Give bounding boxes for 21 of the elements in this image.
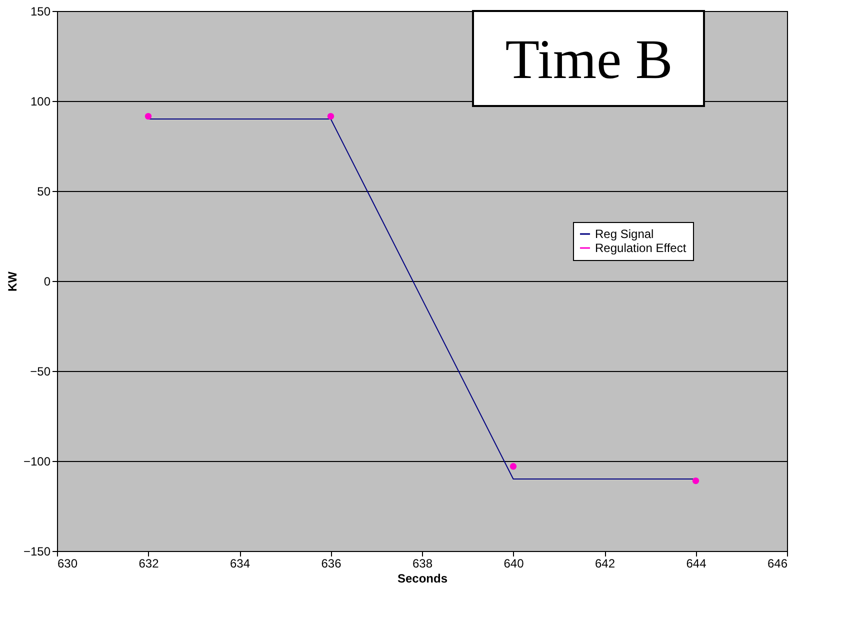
x-tick-label: 638 <box>412 556 433 570</box>
y-tick-label: −150 <box>23 544 51 558</box>
y-axis-title: KW <box>5 270 20 292</box>
x-tick-label: 644 <box>686 556 707 570</box>
x-tick-label: 642 <box>594 556 616 570</box>
x-tick-label: 646 <box>767 556 788 570</box>
x-tick-label: 636 <box>321 556 342 570</box>
y-tick-label: −50 <box>30 364 51 378</box>
y-tick-label: 50 <box>37 184 51 198</box>
y-tick-label: 150 <box>30 4 51 18</box>
annotation: Time B <box>505 29 673 91</box>
legend-label: Reg Signal <box>595 227 654 241</box>
x-tick-label: 640 <box>504 556 524 570</box>
y-tick-label: 100 <box>30 94 51 108</box>
legend-label: Regulation Effect <box>595 241 687 255</box>
x-tick-label: 630 <box>58 556 78 570</box>
x-tick-label: 634 <box>230 556 250 570</box>
x-axis-title: Seconds <box>397 572 448 586</box>
y-tick-label: −100 <box>23 454 51 468</box>
x-tick-label: 632 <box>138 556 160 570</box>
y-tick-label: 0 <box>44 274 51 288</box>
